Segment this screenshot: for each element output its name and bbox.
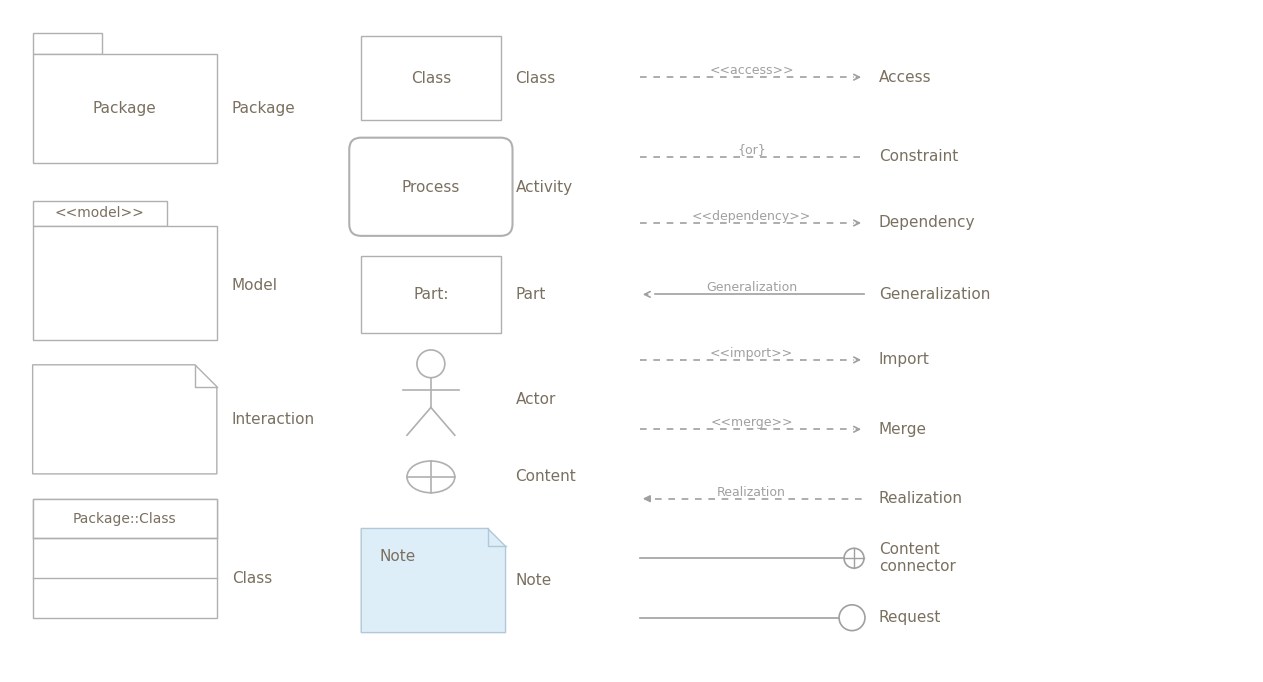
Bar xyxy=(361,256,500,333)
Text: Merge: Merge xyxy=(879,421,927,436)
Text: Constraint: Constraint xyxy=(879,149,959,164)
Text: <<access>>: <<access>> xyxy=(710,64,793,77)
Bar xyxy=(33,33,102,55)
Text: Class: Class xyxy=(232,571,272,586)
Text: Actor: Actor xyxy=(515,392,556,407)
Text: Package::Class: Package::Class xyxy=(72,512,176,526)
Text: <<model>>: <<model>> xyxy=(54,206,144,220)
Text: Request: Request xyxy=(879,610,941,625)
Text: Content
connector: Content connector xyxy=(879,542,956,574)
Bar xyxy=(361,35,500,120)
Text: Content: Content xyxy=(515,469,576,484)
Text: <<import>>: <<import>> xyxy=(710,347,793,360)
Polygon shape xyxy=(33,365,217,474)
Text: Class: Class xyxy=(410,71,451,86)
Text: Realization: Realization xyxy=(717,486,786,499)
Bar xyxy=(33,226,217,340)
Text: Package: Package xyxy=(92,102,157,117)
Text: Import: Import xyxy=(879,353,930,368)
Text: Generalization: Generalization xyxy=(706,282,797,295)
Text: Realization: Realization xyxy=(879,491,962,506)
Text: Process: Process xyxy=(402,180,460,195)
Polygon shape xyxy=(361,529,505,633)
Text: Activity: Activity xyxy=(515,180,572,195)
Text: Generalization: Generalization xyxy=(879,287,990,302)
Text: <<merge>>: <<merge>> xyxy=(710,416,793,429)
Text: Class: Class xyxy=(515,71,556,86)
Bar xyxy=(33,499,217,538)
Text: {or}: {or} xyxy=(738,143,765,156)
Text: <<dependency>>: <<dependency>> xyxy=(692,210,811,223)
Circle shape xyxy=(839,605,865,631)
Text: Note: Note xyxy=(515,572,552,587)
Text: Access: Access xyxy=(879,70,932,85)
Text: Part:: Part: xyxy=(413,287,448,302)
Text: Model: Model xyxy=(232,278,278,293)
Bar xyxy=(33,55,217,164)
Text: Part: Part xyxy=(515,287,546,302)
Text: Interaction: Interaction xyxy=(232,412,314,427)
Text: Package: Package xyxy=(232,102,296,117)
FancyBboxPatch shape xyxy=(350,138,513,236)
Text: Dependency: Dependency xyxy=(879,216,975,231)
Text: Note: Note xyxy=(379,549,416,564)
Bar xyxy=(33,201,167,226)
Bar xyxy=(33,499,217,618)
